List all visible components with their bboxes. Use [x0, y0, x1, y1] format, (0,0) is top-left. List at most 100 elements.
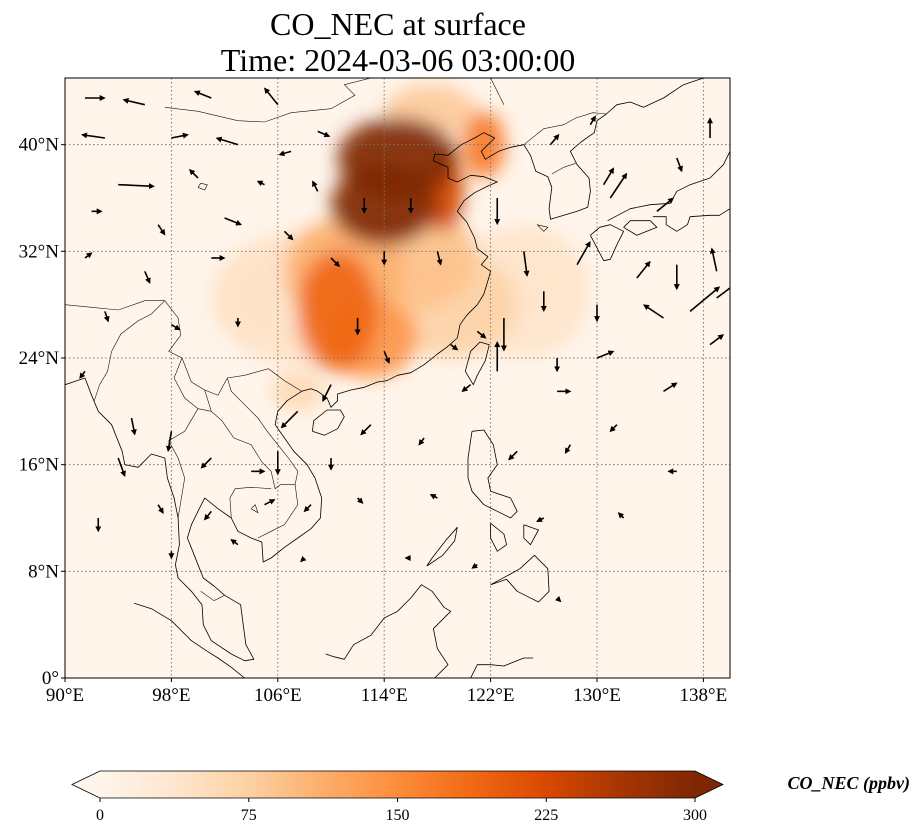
wind-arrow — [596, 350, 615, 359]
latitude-ticks: 0° 8°N 16°N 24°N 32°N 40°N — [19, 135, 65, 689]
wind-arrow — [709, 247, 718, 272]
wind-arrow — [165, 431, 173, 453]
wind-arrow — [471, 562, 478, 569]
wind-arrow — [576, 240, 591, 266]
co-plume — [297, 251, 378, 372]
country-border — [227, 377, 299, 485]
wind-arrow — [157, 224, 166, 236]
coastline — [467, 429, 518, 519]
coastlines — [65, 78, 730, 678]
coastline — [464, 341, 490, 386]
wind-arrow — [84, 252, 93, 259]
colorbar-ticks: 0 75 150 225 300 — [96, 798, 707, 824]
coastline — [623, 220, 658, 236]
country-border — [173, 357, 212, 412]
country-border — [164, 78, 371, 123]
wind-arrow — [418, 437, 425, 446]
wind-arrow — [203, 510, 212, 521]
wind-arrow — [303, 504, 312, 513]
longitude-tick-label: 130°E — [573, 685, 621, 706]
coastline — [470, 657, 534, 678]
wind-arrow — [193, 90, 212, 99]
longitude-tick-label: 106°E — [254, 685, 302, 706]
wind-arrow — [278, 150, 292, 157]
wind-arrow — [256, 180, 265, 187]
latitude-tick-label: 0° — [42, 668, 59, 689]
wind-arrow — [602, 167, 615, 186]
longitude-tick-label: 122°E — [467, 685, 515, 706]
coastline — [312, 409, 345, 436]
wind-arrow — [461, 384, 472, 393]
wind-arrow — [536, 516, 545, 522]
co-concentration-field — [211, 84, 591, 412]
wind-arrow — [360, 424, 372, 436]
wind-arrow — [230, 538, 239, 546]
wind-arrow — [171, 132, 189, 139]
colorbar-tick-label: 225 — [534, 807, 558, 824]
wind-arrow — [357, 497, 364, 504]
wind-arrow — [676, 157, 683, 173]
wind-arrow — [689, 286, 721, 312]
colorbar-label: CO_NEC (ppbv) — [788, 773, 911, 794]
wind-arrow — [549, 133, 560, 146]
wind-arrow — [476, 330, 487, 339]
wind-arrow — [264, 87, 279, 106]
wind-arrow — [312, 180, 319, 192]
country-border — [523, 112, 607, 145]
lake-outline — [536, 224, 549, 232]
country-border — [200, 591, 225, 602]
longitude-ticks: 90°E 98°E 106°E 114°E 122°E 130°E 138°E — [46, 678, 727, 706]
colorbar-tick-label: 75 — [241, 807, 257, 824]
wind-arrow — [564, 444, 572, 454]
colorbar-tick-label: 300 — [683, 807, 707, 824]
colorbar-extend-max — [695, 771, 723, 798]
wind-arrow — [436, 251, 443, 266]
wind-arrow — [103, 311, 110, 323]
country-borders — [65, 78, 607, 602]
coastline — [652, 208, 730, 232]
country-border — [229, 486, 272, 519]
graticule-gridlines — [65, 78, 730, 678]
map-subtitle-time: Time: 2024-03-06 03:00:00 — [220, 42, 576, 78]
wind-arrow — [322, 384, 332, 403]
map-frame — [64, 77, 731, 679]
wind-arrow — [643, 304, 664, 319]
co-plume — [462, 111, 506, 178]
country-border — [551, 163, 576, 175]
wind-arrow — [617, 512, 625, 519]
wind-arrow — [144, 271, 151, 284]
wind-arrow — [609, 172, 628, 199]
latitude-tick-label: 32°N — [19, 241, 60, 262]
wind-arrow — [79, 370, 86, 379]
country-border — [94, 300, 166, 401]
country-border — [450, 78, 451, 79]
wind-arrow — [429, 494, 438, 500]
wind-arrow — [523, 251, 530, 277]
wind-arrow — [663, 382, 678, 393]
coastline — [490, 522, 507, 552]
wind-arrow — [508, 450, 518, 461]
coastline — [490, 554, 550, 603]
wind-arrow — [117, 457, 126, 478]
wind-arrow — [215, 136, 239, 146]
co-plume — [271, 371, 325, 412]
country-border — [204, 389, 299, 539]
coastline — [325, 584, 452, 678]
wind-arrow — [200, 457, 212, 469]
coastline — [523, 524, 539, 546]
colorbar-tick-label: 0 — [96, 807, 104, 824]
wind-arrow — [330, 257, 341, 268]
wind-arrow — [122, 97, 145, 106]
wind-arrow — [300, 555, 307, 563]
wind-arrow — [157, 504, 164, 514]
country-border — [490, 78, 505, 105]
wind-arrow — [709, 334, 725, 346]
map-title: CO_NEC at surface — [270, 6, 526, 42]
wind-arrow — [609, 424, 618, 433]
lake-outline — [250, 504, 259, 514]
latitude-tick-label: 16°N — [19, 455, 60, 476]
longitude-tick-label: 98°E — [152, 685, 190, 706]
wind-arrow — [636, 260, 651, 279]
wind-arrow — [716, 287, 730, 299]
